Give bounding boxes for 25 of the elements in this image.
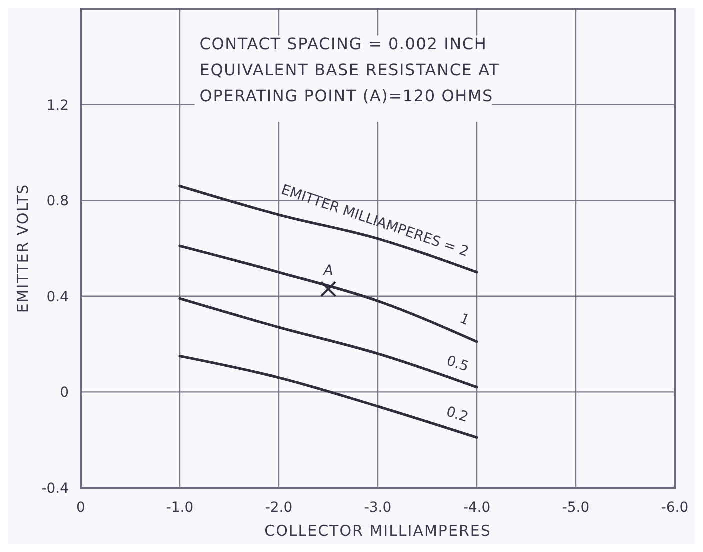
text: 0.5: [444, 353, 471, 376]
y-tick-label: 1.2: [46, 98, 69, 114]
text: 1: [458, 310, 472, 330]
text: 0.2: [444, 404, 470, 426]
x-tick-label: -4.0: [463, 500, 491, 516]
annotation: EQUIVALENT BASE RESISTANCE AT: [200, 60, 500, 80]
y-tick-label: 0: [60, 385, 69, 402]
x-tick-label: -2.0: [265, 500, 293, 516]
line-series: [178, 297, 478, 389]
annotation: OPERATING POINT (A)=120 OHMS: [200, 86, 494, 106]
line-series: [178, 354, 478, 440]
x-tick-label: -1.0: [166, 500, 194, 516]
line-series: [178, 244, 478, 344]
x-axis-title: COLLECTOR MILLIAMPERES: [264, 522, 492, 540]
y-tick-label: 0.8: [46, 194, 69, 210]
x-tick-label: -6.0: [661, 500, 689, 516]
x-tick-label: 0: [76, 500, 86, 516]
line-series: [178, 184, 478, 274]
x-tick-label: -5.0: [562, 500, 590, 516]
annotation: A: [322, 263, 334, 280]
y-tick-label: -0.4: [42, 481, 70, 497]
y-axis-title: EMITTER VOLTS: [14, 184, 32, 314]
y-tick-label: 0.4: [46, 289, 70, 306]
annotation: CONTACT SPACING = 0.002 INCH: [200, 34, 488, 54]
x-tick-label: -3.0: [364, 500, 392, 516]
